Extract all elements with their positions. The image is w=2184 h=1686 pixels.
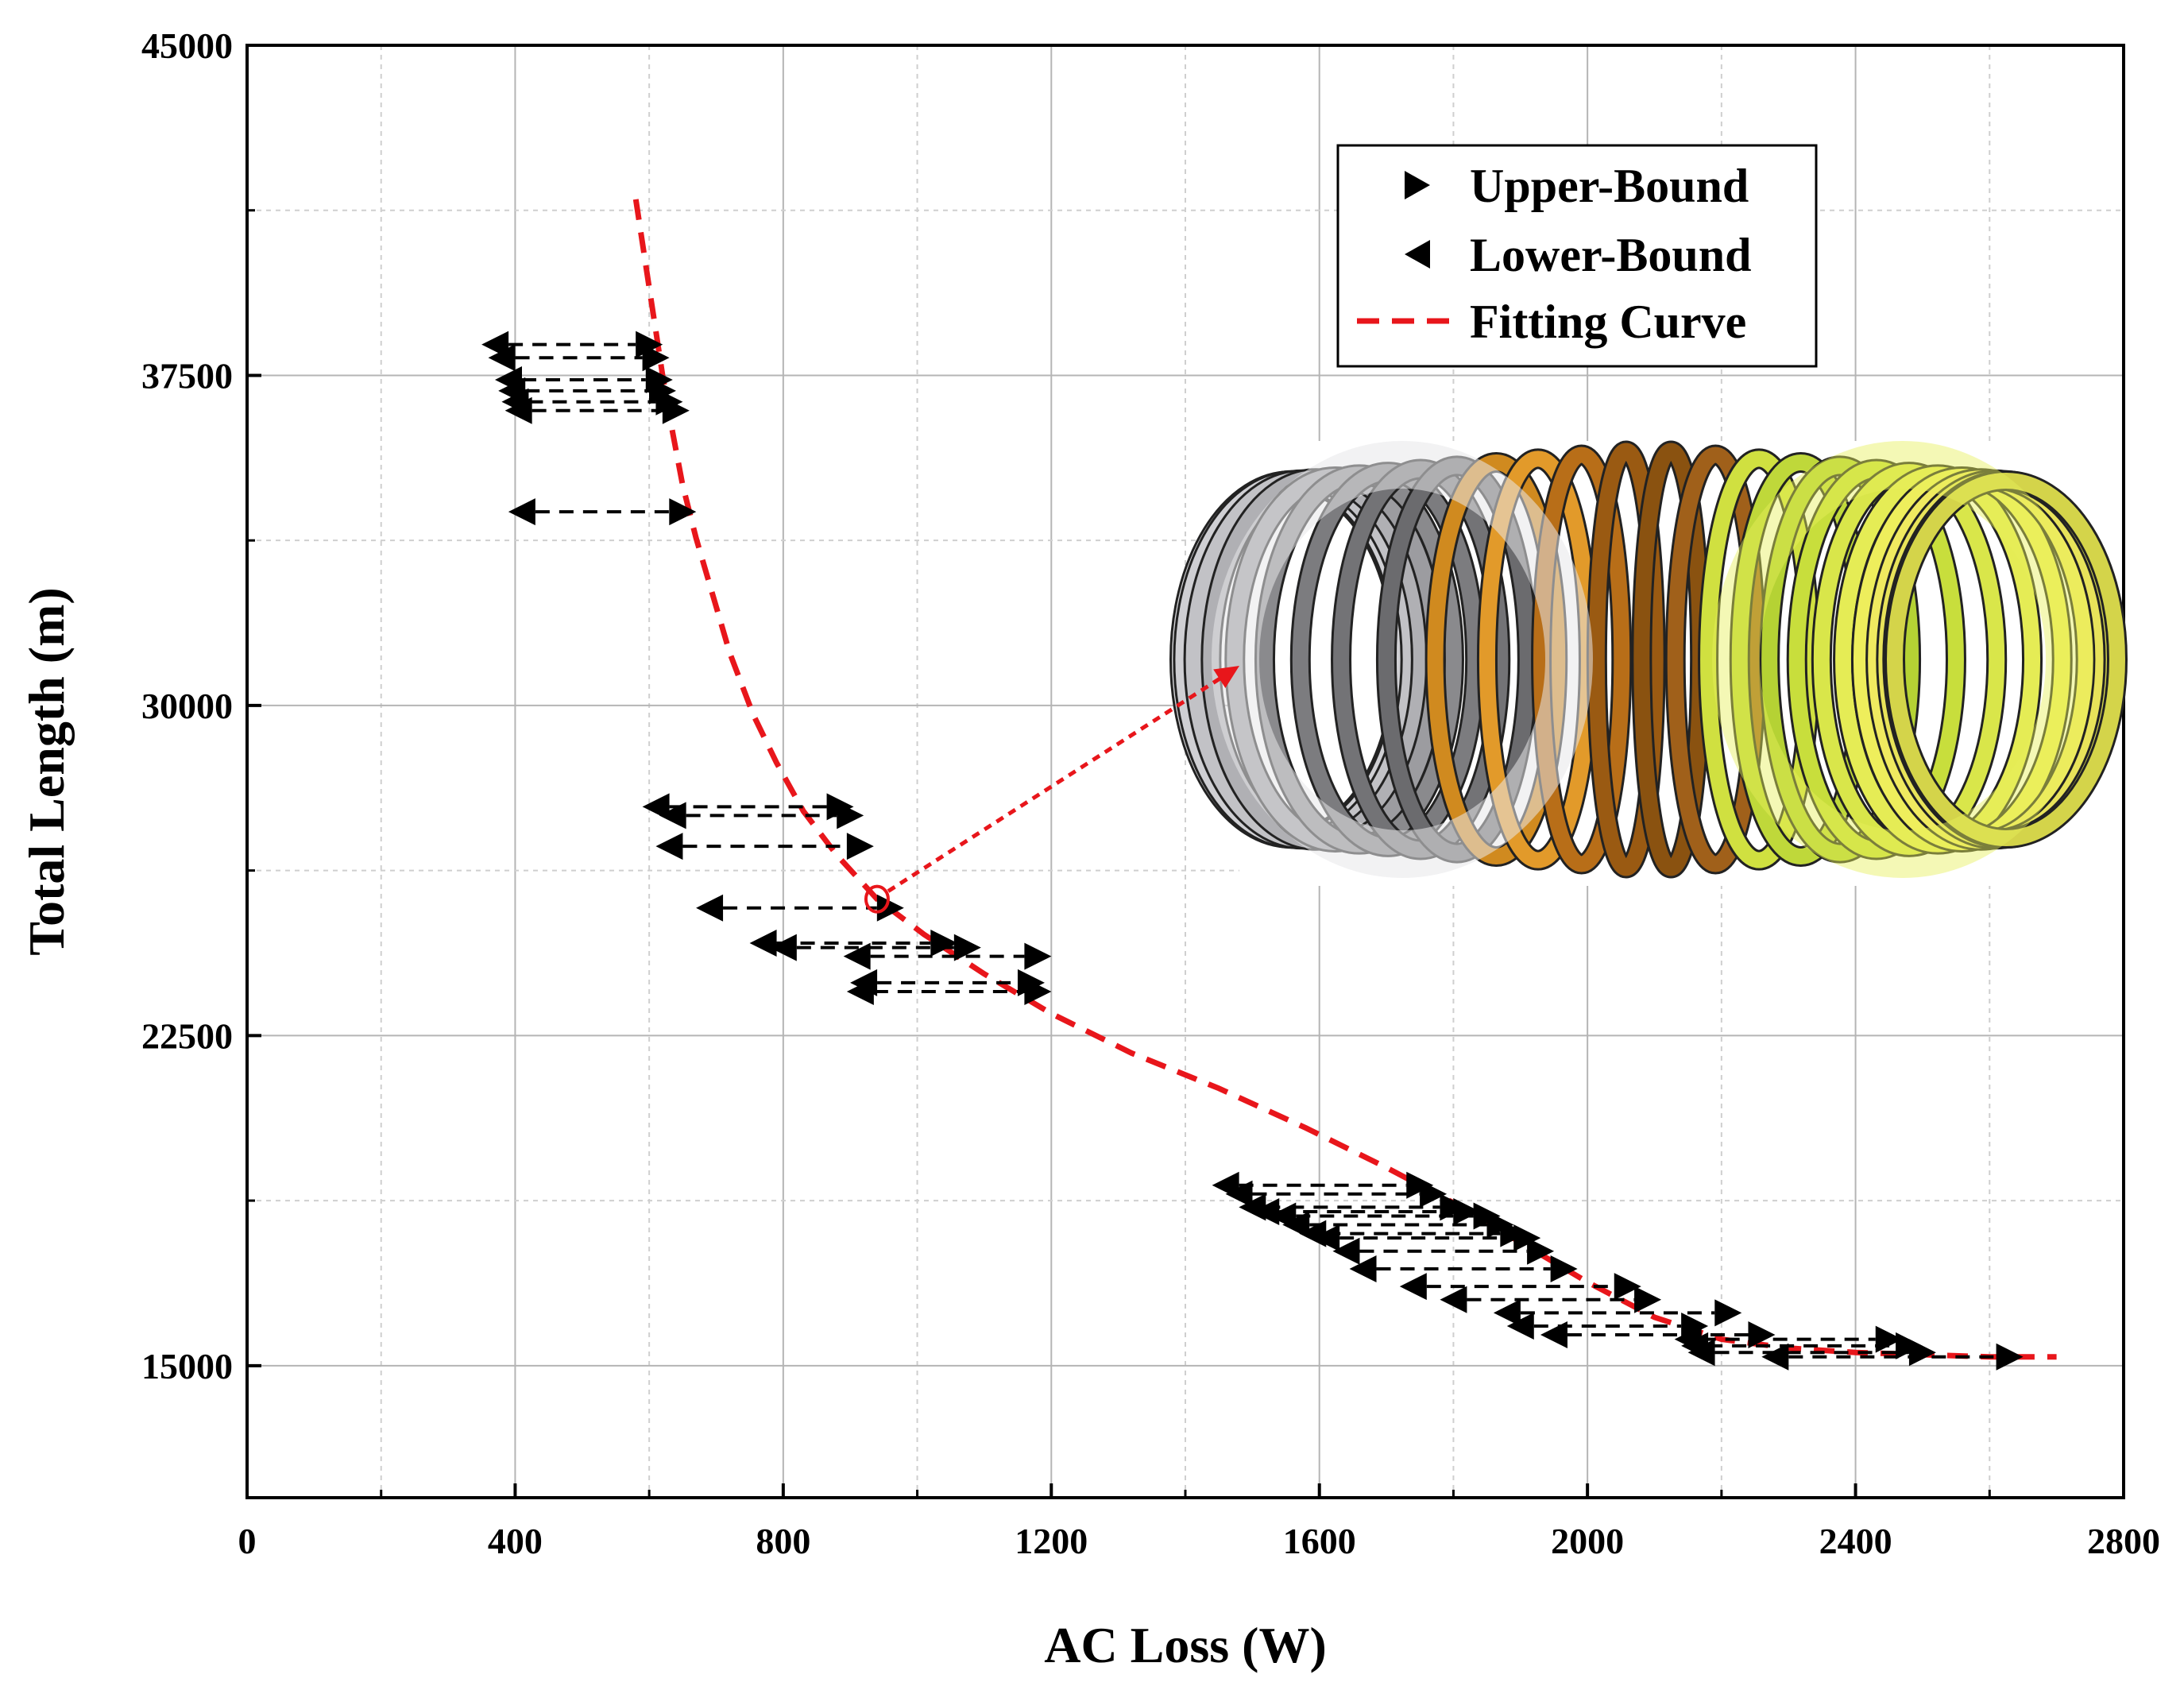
y-tick-label: 37500 [141, 355, 233, 396]
lower-bound-point [1493, 1299, 1521, 1327]
legend-fitting-curve-label: Fitting Curve [1470, 296, 1746, 348]
y-axis-title: Total Length (m) [18, 587, 75, 955]
upper-bound-point [1748, 1321, 1776, 1349]
x-tick-label: 1600 [1283, 1521, 1356, 1561]
lower-bound-point [488, 344, 516, 372]
lower-bound-point [659, 802, 686, 829]
y-tick-label: 22500 [141, 1015, 233, 1056]
y-tick-label: 15000 [141, 1346, 233, 1386]
lower-bound-point [1282, 1211, 1310, 1239]
upper-bound-point [837, 802, 864, 829]
inset-pointer-line [887, 670, 1231, 893]
x-tick-label: 400 [488, 1521, 543, 1561]
upper-bound-point [1550, 1255, 1578, 1282]
upper-bound-point [1024, 977, 1052, 1005]
x-axis-title: AC Loss (W) [1044, 1617, 1327, 1673]
lower-bound-point [655, 833, 683, 860]
upper-bound-point [930, 930, 958, 957]
lower-bound-point [1440, 1286, 1467, 1313]
lower-bound-point [508, 498, 535, 526]
legend-lower-bound-marker [1405, 240, 1430, 269]
x-tick-labels: 0 400 800 1200 1600 2000 2400 2800 [238, 1521, 2161, 1561]
upper-bound-point [876, 894, 904, 922]
upper-bound-point [1420, 1180, 1448, 1208]
y-tick-labels: 15000 22500 30000 37500 45000 [141, 25, 233, 1386]
y-tick-label: 45000 [141, 25, 233, 66]
inset-coil [1887, 473, 2125, 846]
inset-coil-shade-right [1712, 441, 2093, 878]
x-tick-label: 800 [756, 1521, 810, 1561]
axes [245, 44, 2125, 1499]
lower-bound-point [846, 977, 874, 1005]
lower-bound-point [1761, 1343, 1789, 1371]
upper-bound-point [642, 344, 670, 372]
upper-bound-point [1714, 1299, 1742, 1327]
upper-bound-point [669, 498, 697, 526]
upper-bound-point [1634, 1286, 1662, 1313]
lower-bound-point [1540, 1321, 1567, 1349]
upper-bound-point [1527, 1237, 1555, 1265]
lower-bound-point [1312, 1224, 1340, 1252]
lower-bound-point [1349, 1255, 1377, 1282]
x-tick-label: 0 [238, 1521, 257, 1561]
inset-coil [1588, 443, 1664, 876]
upper-bound-point [1908, 1339, 1936, 1367]
lower-bound-point [843, 942, 871, 970]
lower-bound-point [642, 793, 670, 821]
upper-bound-point [1453, 1197, 1481, 1225]
lower-bound-point [749, 930, 777, 957]
curve-highlight-circle [864, 884, 890, 914]
legend-lower-bound-label: Lower-Bound [1470, 229, 1752, 281]
inset-coil [1667, 447, 1764, 872]
lower-bound-point [1506, 1312, 1534, 1340]
x-tick-label: 1200 [1015, 1521, 1088, 1561]
legend-upper-bound-marker [1405, 171, 1430, 199]
inset-coil-shade-left [1212, 441, 1593, 878]
legend-upper-bound-label: Upper-Bound [1470, 160, 1749, 212]
inset-coil [1761, 458, 1919, 861]
inset-coil [1788, 461, 1964, 858]
y-tick-label: 30000 [141, 686, 233, 726]
lower-bound-point [696, 894, 724, 922]
lower-bound-point [769, 934, 797, 961]
x-tick-label: 2000 [1551, 1521, 1624, 1561]
inset-pointer-arrowhead [1213, 666, 1239, 689]
x-tick-label: 2400 [1819, 1521, 1892, 1561]
lower-bound-point [1687, 1339, 1715, 1367]
upper-bound-point [953, 934, 981, 961]
x-tick-label: 2800 [2087, 1521, 2160, 1561]
lower-bound-point [1225, 1180, 1253, 1208]
inset-toroid [1169, 440, 2128, 886]
legend: Upper-Bound Lower-Bound Fitting Curve [1336, 144, 1818, 368]
upper-bound-point [1996, 1343, 2024, 1371]
bound-pairs [481, 331, 2024, 1371]
upper-bound-point [1614, 1273, 1641, 1301]
upper-bound-point [1024, 942, 1052, 970]
lower-bound-point [1399, 1273, 1427, 1301]
upper-bound-point [662, 396, 690, 424]
inset-coil [1700, 451, 1819, 868]
inset-coil [1533, 447, 1630, 872]
lower-bound-point [1332, 1237, 1360, 1265]
lower-bound-point [1252, 1197, 1280, 1225]
upper-bound-point [846, 833, 874, 860]
lower-bound-point [504, 396, 532, 424]
